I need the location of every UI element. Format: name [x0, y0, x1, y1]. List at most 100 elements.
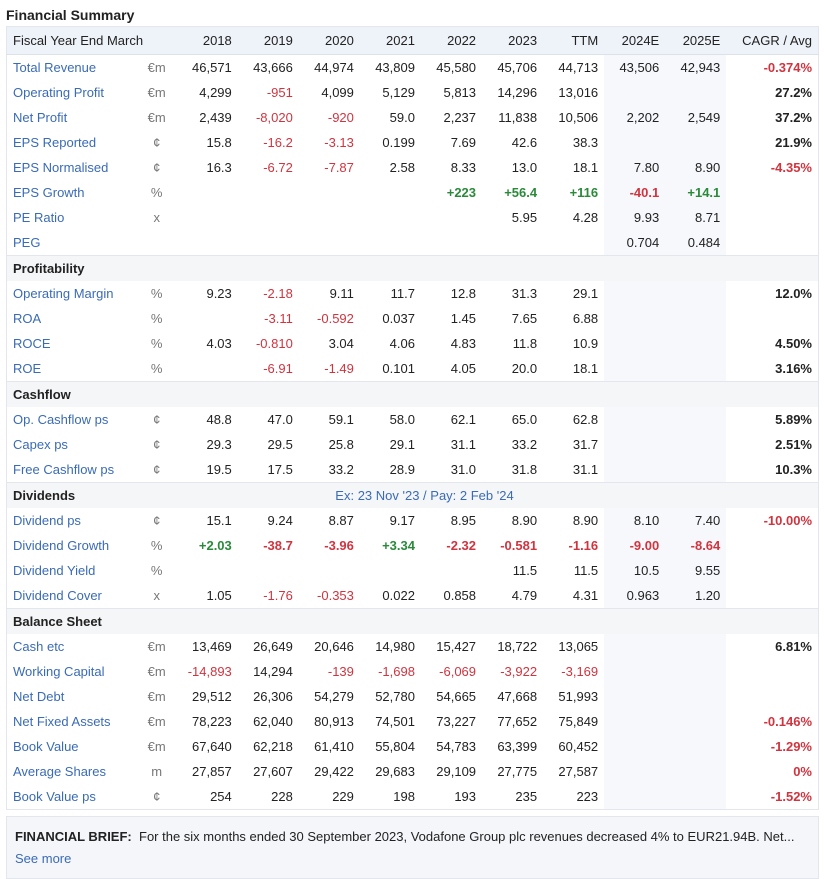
table-row: Net Profit €m 2,439 -8,020 -920 59.0 2,237 11,8… — [7, 105, 819, 130]
row-unit: x — [153, 210, 160, 225]
column-header: 2020 — [298, 26, 360, 55]
row-label-link[interactable]: Net Debt — [13, 689, 65, 704]
section-title: Profitability — [6, 255, 177, 281]
value-cell — [421, 558, 482, 583]
value-cell: -0.592 — [317, 311, 354, 326]
value-cell — [604, 356, 666, 382]
section-header: Balance Sheet — [6, 608, 819, 634]
value-cell — [665, 784, 727, 810]
value-cell: -1.76 — [263, 588, 293, 603]
value-cell: 20.0 — [511, 361, 538, 376]
value-cell: 11.5 — [573, 563, 599, 578]
value-cell: 0.858 — [443, 588, 477, 603]
value-cell: -6,069 — [439, 664, 477, 679]
cagr-cell: 4.50% — [775, 336, 812, 351]
row-label-link[interactable]: Book Value ps — [13, 789, 96, 804]
row-label-link[interactable]: PE Ratio — [13, 210, 65, 225]
column-header: 2018 — [176, 26, 238, 55]
brief-label: FINANCIAL BRIEF: — [15, 829, 132, 844]
value-cell: 1.45 — [450, 311, 477, 326]
row-label-link[interactable]: EPS Reported — [13, 135, 97, 150]
row-label-link[interactable]: Dividend Yield — [13, 563, 96, 578]
value-cell: 31.1 — [450, 437, 477, 452]
value-cell: 3.04 — [328, 336, 354, 351]
value-cell: -3.11 — [264, 311, 293, 326]
row-label-link[interactable]: EPS Normalised — [13, 160, 109, 175]
row-label-link[interactable]: Net Profit — [13, 110, 68, 125]
value-cell — [665, 684, 727, 709]
row-label-link[interactable]: ROE — [13, 361, 42, 376]
value-cell — [665, 80, 727, 105]
row-label-link[interactable]: Capex ps — [13, 437, 68, 452]
row-unit: €m — [147, 85, 166, 100]
value-cell: -139 — [327, 664, 354, 679]
column-header: TTM — [543, 26, 605, 55]
row-label-link[interactable]: Average Shares — [13, 764, 106, 779]
row-unit: ¢ — [153, 135, 161, 150]
value-cell: 11,838 — [498, 110, 538, 125]
value-cell: 29,512 — [192, 689, 232, 704]
value-cell: -951 — [266, 85, 293, 100]
value-cell: 29,422 — [314, 764, 354, 779]
value-cell: -0.581 — [500, 538, 538, 553]
row-label-link[interactable]: Dividend ps — [13, 513, 81, 528]
row-label-link[interactable]: Dividend Cover — [13, 588, 102, 603]
section-note — [176, 255, 727, 281]
value-cell: 9.55 — [665, 558, 727, 583]
row-label-link[interactable]: Working Capital — [13, 664, 105, 679]
value-cell: -14,893 — [187, 664, 232, 679]
value-cell: 31.8 — [511, 462, 538, 477]
row-label-link[interactable]: PEG — [13, 235, 41, 250]
value-cell: 47.0 — [267, 412, 293, 427]
value-cell: 67,640 — [192, 739, 232, 754]
value-cell: -1.49 — [324, 361, 354, 376]
value-cell: 229 — [332, 789, 354, 804]
row-label-link[interactable]: Operating Margin — [13, 286, 114, 301]
section-spacer — [726, 255, 819, 281]
table-row: ROA% -3.11 -0.592 0.037 1.45 7.65 6.88 — [7, 306, 819, 331]
value-cell: 1.20 — [665, 583, 727, 609]
row-unit: €m — [147, 60, 166, 75]
value-cell: -3.13 — [324, 135, 354, 150]
value-cell: 254 — [210, 789, 232, 804]
value-cell: 29,109 — [436, 764, 477, 779]
table-row: PE Ratio x 5.95 4.28 9.93 8.71 — [7, 205, 819, 230]
cagr-cell: -4.35% — [770, 160, 812, 175]
row-label-link[interactable]: Free Cashflow ps — [13, 462, 115, 477]
value-cell: 47,668 — [497, 689, 538, 704]
value-cell: 29.1 — [572, 286, 599, 301]
row-label-link[interactable]: Op. Cashflow ps — [13, 412, 109, 427]
value-cell: 43,506 — [604, 54, 666, 80]
row-label-link[interactable]: Total Revenue — [13, 60, 97, 75]
row-label-link[interactable]: Cash etc — [13, 639, 65, 654]
value-cell: 0.484 — [665, 230, 727, 256]
value-cell: -0.810 — [255, 336, 293, 351]
row-label-link[interactable]: ROA — [13, 311, 42, 326]
row-label-link[interactable]: Dividend Growth — [13, 538, 110, 553]
value-cell: 17.5 — [267, 462, 293, 477]
value-cell: 235 — [515, 789, 538, 804]
value-cell — [238, 180, 299, 205]
value-cell — [665, 709, 727, 734]
value-cell: -6.72 — [263, 160, 293, 175]
value-cell: -1,698 — [378, 664, 415, 679]
value-cell: -2.32 — [446, 538, 477, 553]
value-cell: 193 — [454, 789, 477, 804]
row-label-link[interactable]: EPS Growth — [13, 185, 85, 200]
row-unit: ¢ — [153, 513, 161, 528]
value-cell: 4.06 — [389, 336, 415, 351]
row-label-link[interactable]: Book Value — [13, 739, 79, 754]
row-label-link[interactable]: ROCE — [13, 336, 51, 351]
value-cell: 52,780 — [375, 689, 415, 704]
value-cell: 43,809 — [375, 60, 415, 75]
value-cell: 16.3 — [206, 160, 232, 175]
value-cell: 65.0 — [511, 412, 538, 427]
see-more-link[interactable]: See more — [15, 851, 72, 866]
row-label-link[interactable]: Net Fixed Assets — [13, 714, 111, 729]
value-cell: 19.5 — [206, 462, 232, 477]
value-cell: -8,020 — [255, 110, 293, 125]
value-cell: 9.24 — [267, 513, 293, 528]
row-label-link[interactable]: Operating Profit — [13, 85, 105, 100]
value-cell: -8.64 — [665, 533, 727, 558]
value-cell: 33.2 — [511, 437, 538, 452]
